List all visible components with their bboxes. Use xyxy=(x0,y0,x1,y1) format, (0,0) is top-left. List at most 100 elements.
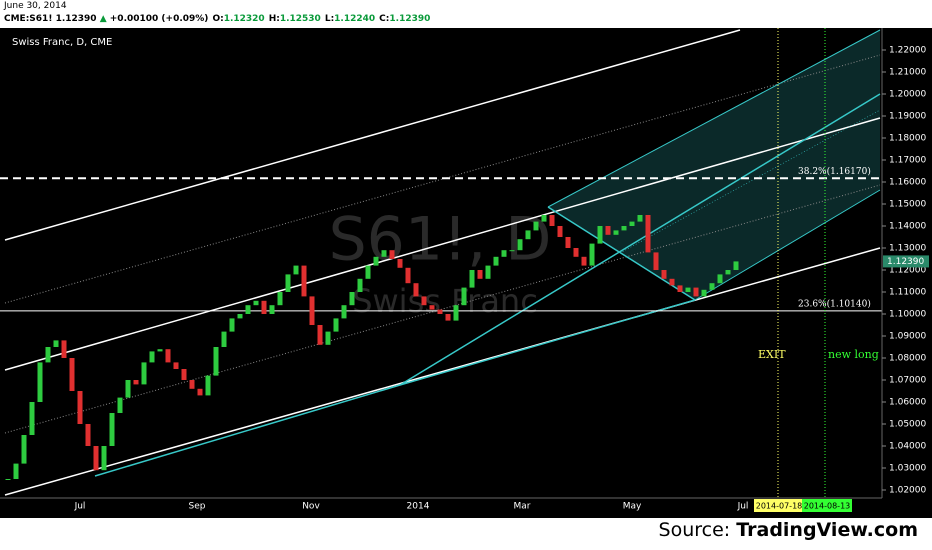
candle xyxy=(69,358,75,391)
y-tick-label: 1.16000 xyxy=(889,178,926,188)
candle xyxy=(189,380,195,389)
ohlc-value: 1.12390 xyxy=(389,14,431,24)
candle xyxy=(605,226,611,235)
candle xyxy=(661,270,667,279)
x-tick-label: Jul xyxy=(737,502,749,512)
chart: S61!, D Swiss Franc 38.2%(1.16170) 23.6%(… xyxy=(0,28,932,518)
y-tick-label: 1.02000 xyxy=(889,486,926,496)
candle xyxy=(165,349,171,363)
x-tick-label: Mar xyxy=(514,502,531,512)
ohlc: O:1.12320 H:1.12530 L:1.12240 C:1.12390 xyxy=(208,14,430,24)
candle xyxy=(645,215,651,253)
x-tick-label: May xyxy=(623,502,642,512)
candle xyxy=(349,292,355,306)
level-label: 23.6%(1.10140) xyxy=(798,298,871,309)
candle xyxy=(157,349,163,352)
candle xyxy=(477,270,483,279)
ohlc-label: L: xyxy=(324,14,335,24)
candle xyxy=(733,261,739,270)
y-tick-label: 1.15000 xyxy=(889,200,926,210)
candle xyxy=(637,215,643,222)
candle xyxy=(261,300,267,314)
candle xyxy=(309,296,315,325)
last: 1.12390 xyxy=(55,14,97,24)
candle xyxy=(213,347,219,376)
y-tick-label: 1.03000 xyxy=(889,464,926,474)
candle xyxy=(229,318,235,332)
watermark-symbol: S61!, D xyxy=(329,205,552,275)
source-site: TradingView.com xyxy=(736,519,918,541)
y-tick-label: 1.04000 xyxy=(889,442,926,452)
x-tick-label: Sep xyxy=(189,502,206,512)
arrow: ▲ xyxy=(99,14,107,24)
y-tick-label: 1.21000 xyxy=(889,68,926,78)
candle xyxy=(485,265,491,279)
candle xyxy=(45,347,51,363)
candle xyxy=(149,351,155,363)
candle xyxy=(437,309,443,314)
candle xyxy=(181,369,187,380)
marker-date: 2014-08-13 xyxy=(804,502,851,511)
candle xyxy=(445,314,451,321)
candle xyxy=(293,265,299,275)
candle xyxy=(29,402,35,435)
candle xyxy=(405,267,411,284)
candle xyxy=(573,248,579,257)
y-tick-label: 1.07000 xyxy=(889,376,926,386)
x-tick-label: 2014 xyxy=(407,502,430,512)
candle xyxy=(277,292,283,306)
pitchfork-area xyxy=(548,30,880,300)
candle xyxy=(373,256,379,266)
channel-line xyxy=(4,247,881,496)
candle xyxy=(365,265,371,279)
candle xyxy=(565,237,571,248)
candle xyxy=(285,274,291,292)
candle xyxy=(541,215,547,222)
candle xyxy=(237,314,243,319)
candle xyxy=(581,256,587,266)
candle xyxy=(245,305,251,314)
trend-line xyxy=(399,93,881,386)
y-tick-label: 1.09000 xyxy=(889,332,926,342)
candle xyxy=(621,226,627,231)
y-tick-label: 1.18000 xyxy=(889,134,926,144)
candle xyxy=(317,325,323,345)
axes: 1.02000 1.03000 1.04000 1.05000 1.06000 1.070… xyxy=(74,28,929,512)
candle xyxy=(197,388,203,396)
candle xyxy=(77,391,83,424)
marker-label: EXIT xyxy=(758,348,786,361)
candle xyxy=(13,463,19,479)
y-tick-label: 1.14000 xyxy=(889,222,926,232)
candle xyxy=(21,435,27,464)
candle xyxy=(357,278,363,292)
candle xyxy=(173,362,179,369)
candle xyxy=(461,287,467,306)
drawings xyxy=(4,29,881,496)
marker-date-box xyxy=(802,499,852,512)
y-tick-label: 1.22000 xyxy=(889,46,926,56)
candle xyxy=(557,226,563,237)
candle xyxy=(533,221,539,231)
candle xyxy=(61,340,67,358)
candle xyxy=(141,362,147,385)
candle xyxy=(53,340,59,347)
candle xyxy=(397,259,403,268)
source-prefix: Source: xyxy=(658,519,731,541)
y-tick-label: 1.05000 xyxy=(889,420,926,430)
candle xyxy=(413,283,419,297)
candle xyxy=(629,221,635,226)
candle xyxy=(133,380,139,385)
marker-date-box xyxy=(754,499,804,512)
candle xyxy=(501,250,507,257)
marker-date: 2014-07-18 xyxy=(756,502,803,511)
change: +0.00100 (+0.09%) xyxy=(109,14,209,24)
candle xyxy=(125,380,131,398)
candle xyxy=(549,215,555,226)
candle xyxy=(493,256,499,266)
candle xyxy=(589,243,595,266)
header: June 30, 2014 CME:S61! 1.12390 ▲ +0.0010… xyxy=(0,0,932,28)
ohlc-label: H: xyxy=(268,14,280,24)
candle xyxy=(677,285,683,292)
marker-label: new long xyxy=(828,348,879,361)
